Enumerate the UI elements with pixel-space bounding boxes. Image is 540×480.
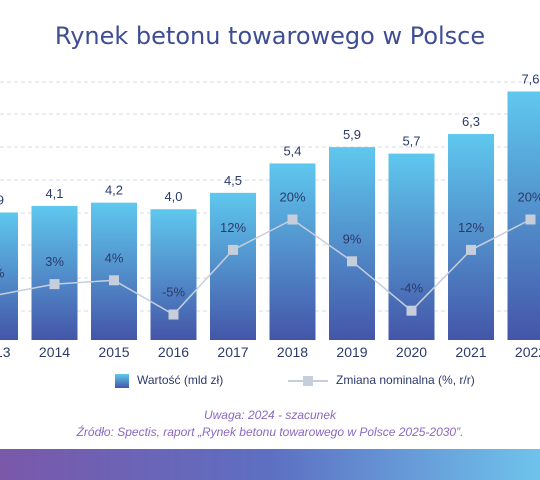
bar-swatch [115, 373, 129, 388]
bar-value-label: 5,9 [343, 127, 361, 142]
bar [448, 133, 494, 340]
bar [91, 202, 137, 340]
pct-value-label: 9% [343, 231, 362, 246]
x-tick-label: 2017 [217, 344, 248, 360]
x-tick-label: 2018 [277, 344, 308, 360]
line-point [109, 275, 119, 286]
pct-value-label: 4% [105, 250, 124, 265]
bar [329, 147, 375, 340]
bar-value-label: 4,0 [164, 189, 182, 204]
line-point [287, 214, 298, 225]
pct-value-label: 20% [279, 190, 305, 205]
chart-title: Rynek betonu towarowego w Polsce [54, 22, 486, 50]
legend-bar: Wartość (mld zł) [115, 373, 223, 393]
footer-gradient-band [0, 449, 540, 480]
x-tick-label: 2019 [336, 344, 367, 360]
pct-value-label: 20% [517, 190, 540, 205]
bar-value-label: 3,9 [0, 192, 4, 207]
line-point [466, 244, 476, 255]
x-tick-label: 2015 [98, 344, 129, 360]
note-estimate: Uwaga: 2024 - szacunek [203, 408, 337, 422]
bar-value-label: 5,7 [402, 134, 420, 149]
bar [31, 205, 78, 340]
line-swatch [288, 374, 328, 388]
bar-value-label: 4,5 [224, 173, 242, 188]
bar [269, 163, 316, 340]
bar-value-label: 4,2 [105, 183, 123, 198]
data-labels: 3,9 0% 4,1 3% 4,2 4% 4,0 -5% 4,5 12% 5,4 20% 5,9 9% 5,… [0, 71, 540, 299]
pct-value-label: -5% [162, 285, 186, 300]
pct-value-label: 12% [458, 220, 484, 235]
line-point [228, 244, 238, 255]
line-series [0, 214, 536, 320]
line-point [525, 214, 536, 225]
line-point [406, 305, 417, 316]
chart-canvas: 3,9 0% 4,1 3% 4,2 4% 4,0 -5% 4,5 12% 5,4 20% 5,9 9% 5,… [0, 71, 540, 360]
change-line [0, 218, 531, 316]
bar-value-label: 7,6 [521, 71, 539, 86]
legend-line-label: Zmiana nominalna (%, r/r) [336, 373, 475, 387]
line-point [49, 279, 60, 290]
bar-value-label: 4,1 [45, 186, 63, 201]
x-tick-label: 2022 [515, 344, 540, 360]
x-tick-label: 2014 [39, 344, 70, 360]
bar-series [0, 91, 540, 340]
x-tick-label: 2020 [396, 344, 427, 360]
x-tick-label: 2021 [455, 344, 486, 360]
pct-value-label: -4% [400, 281, 424, 296]
x-tick-label: 2013 [0, 344, 11, 360]
x-tick-label: 2016 [158, 344, 189, 360]
line-point [347, 256, 357, 267]
bar [0, 212, 18, 340]
pct-value-label: 12% [220, 220, 246, 235]
bar-value-label: 6,3 [462, 114, 480, 129]
line-point [168, 309, 179, 320]
legend-line: Zmiana nominalna (%, r/r) [288, 373, 475, 393]
bar [150, 209, 197, 340]
legend-bar-label: Wartość (mld zł) [137, 373, 224, 387]
x-axis-ticks: 2013 2014 2015 2016 2017 2018 2019 2020 2021 2022 [0, 344, 540, 360]
pct-value-label: 0% [0, 266, 5, 281]
pct-value-label: 3% [45, 254, 64, 269]
bar-value-label: 5,4 [283, 143, 301, 158]
note-source: Źródło: Spectis, raport „Rynek betonu to… [76, 425, 464, 439]
